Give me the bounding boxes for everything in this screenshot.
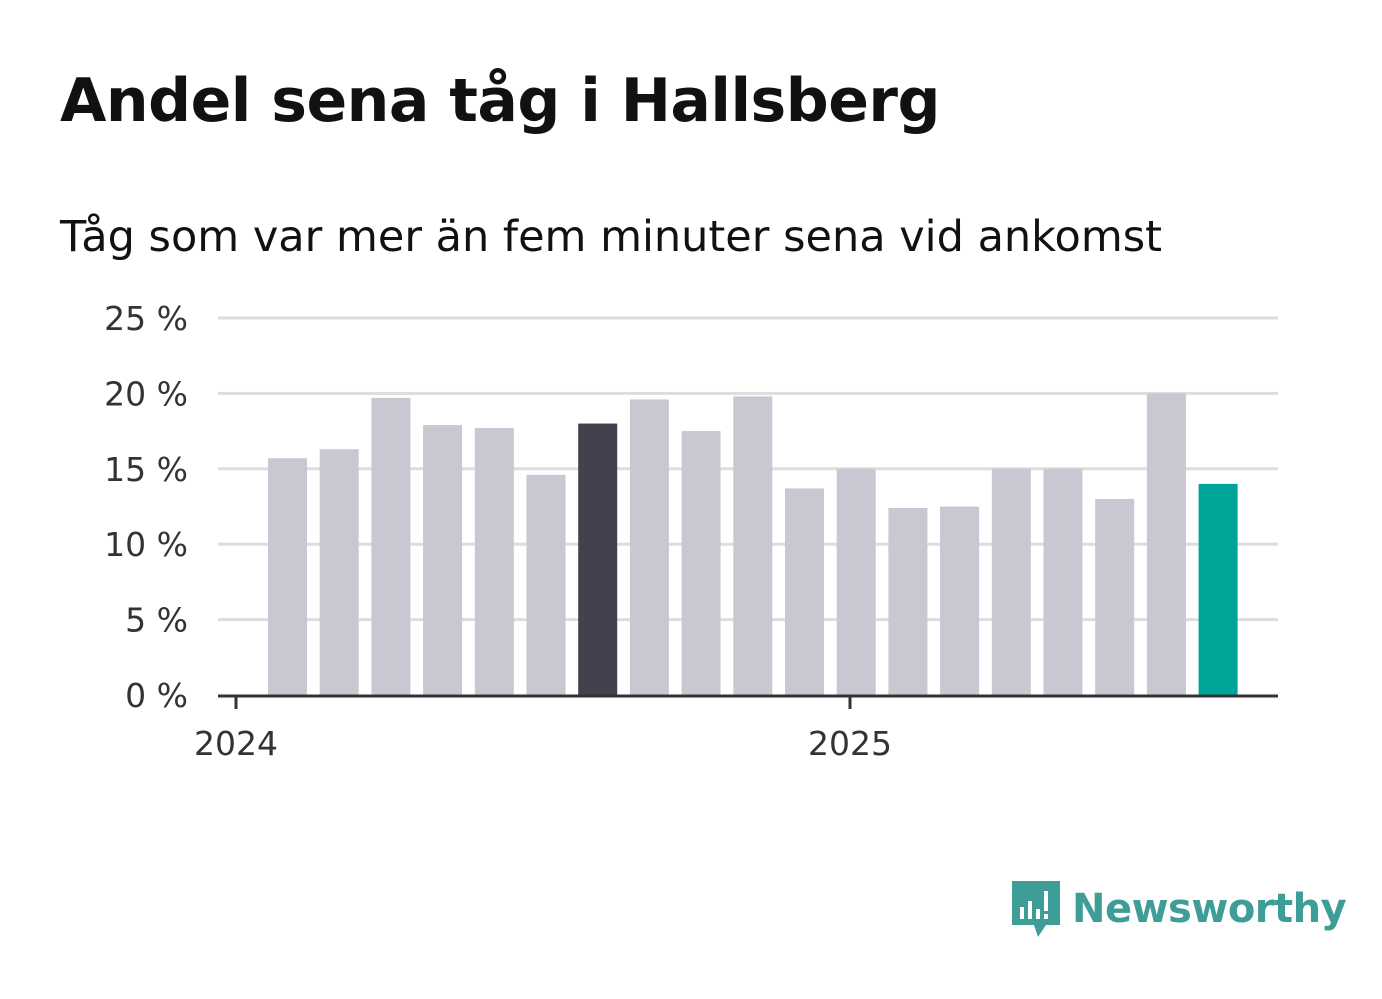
chart-title: Andel sena tåg i Hallsberg [60, 66, 940, 136]
bar [940, 506, 980, 695]
bar [629, 399, 669, 695]
y-tick-label: 25 % [104, 299, 188, 338]
brand-name: Newsworthy [1072, 886, 1347, 932]
y-tick-label: 20 % [104, 374, 188, 413]
bar [268, 458, 307, 695]
y-tick-label: 15 % [104, 450, 188, 489]
bar [888, 508, 928, 695]
x-tick-label: 2024 [194, 724, 278, 763]
y-tick-label: 10 % [104, 525, 188, 564]
bar [1095, 498, 1135, 695]
bar [1043, 468, 1083, 695]
bar [733, 396, 773, 695]
axes [218, 694, 1278, 709]
bar [578, 423, 618, 695]
y-tick-label: 0 % [125, 676, 188, 715]
bar [423, 425, 463, 695]
y-tick-label: 5 % [125, 601, 188, 640]
bar [371, 397, 411, 695]
bar-chart: 0 % 5 % 10 % 15 % 20 % 25 % 2024 2025 [104, 299, 1278, 763]
x-tick-label: 2025 [808, 724, 892, 763]
bar [991, 468, 1031, 695]
bar [319, 449, 359, 695]
bar [1198, 483, 1238, 695]
chart-subtitle: Tåg som var mer än fem minuter sena vid … [60, 212, 1163, 262]
bar [526, 474, 566, 695]
bar [1146, 393, 1186, 695]
brand-logo: Newsworthy [1010, 876, 1347, 942]
bar [836, 468, 876, 695]
bars [268, 393, 1238, 695]
bar [681, 431, 721, 695]
bar [785, 488, 824, 695]
tick-labels: 0 % 5 % 10 % 15 % 20 % 25 % 2024 2025 [104, 299, 892, 763]
bar [474, 428, 514, 695]
newsworthy-logo-icon [1012, 881, 1060, 937]
